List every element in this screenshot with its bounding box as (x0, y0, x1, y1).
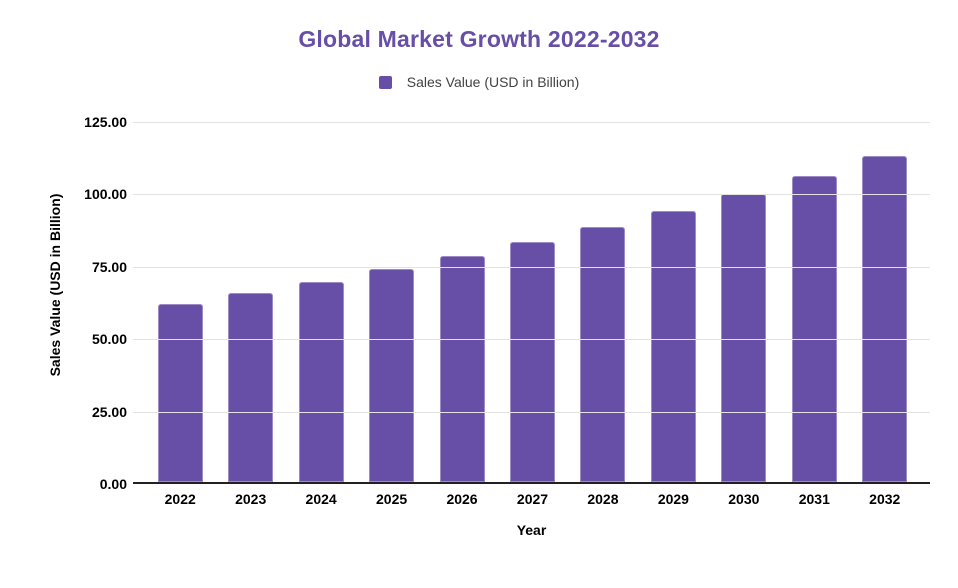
legend: Sales Value (USD in Billion) (0, 74, 958, 90)
gridline (133, 194, 930, 196)
y-tick-label: 100.00 (84, 186, 127, 203)
x-tick-label: 2026 (446, 491, 478, 507)
x-tick-label: 2030 (728, 491, 760, 507)
gridline (133, 266, 930, 268)
bar-2025[interactable] (369, 268, 415, 482)
bar-2030[interactable] (721, 193, 767, 482)
y-axis-title: Sales Value (USD in Billion) (47, 193, 63, 377)
y-tick-label: 0.00 (99, 476, 127, 492)
y-tick-label: 50.00 (91, 331, 127, 348)
bar-band (356, 122, 426, 482)
bar-2031[interactable] (791, 175, 837, 482)
x-tick-label: 2029 (657, 491, 689, 507)
legend-label: Sales Value (USD in Billion) (406, 74, 580, 90)
bar-band (215, 122, 285, 482)
bar-band (568, 122, 638, 482)
x-tick-label: 2032 (869, 491, 901, 507)
bar-2029[interactable] (650, 210, 696, 482)
bar-band (497, 122, 567, 482)
bar-band (779, 122, 849, 482)
x-tick-label: 2024 (305, 491, 337, 507)
y-tick-label: 75.00 (91, 258, 127, 275)
bar-band (145, 122, 215, 482)
x-axis-title: Year (516, 522, 547, 538)
y-tick-label: 25.00 (91, 403, 127, 420)
x-tick-label: 2028 (587, 491, 619, 507)
x-tick-labels: 2022 2023 2024 2025 2026 2027 2028 2029 2030 2031… (145, 491, 920, 507)
plot-area (133, 122, 930, 484)
bars-row (145, 122, 920, 482)
bar-2024[interactable] (298, 281, 344, 482)
x-axis-line (133, 482, 930, 484)
bar-2032[interactable] (862, 156, 908, 482)
bar-2026[interactable] (439, 255, 485, 482)
y-tick-label: 125.00 (84, 114, 127, 130)
bar-band (286, 122, 356, 482)
bar-2023[interactable] (228, 293, 274, 482)
x-tick-label: 2023 (235, 491, 267, 507)
bar-band (638, 122, 708, 482)
bar-2022[interactable] (157, 304, 203, 482)
bar-band (427, 122, 497, 482)
bar-2027[interactable] (509, 241, 555, 482)
x-tick-label: 2027 (516, 491, 549, 507)
chart-title: Global Market Growth 2022-2032 (298, 26, 660, 52)
legend-swatch-icon (378, 75, 392, 89)
x-tick-label: 2025 (376, 491, 408, 507)
bar-band (709, 122, 779, 482)
bar-band (850, 122, 920, 482)
gridline (133, 339, 930, 341)
gridline (133, 411, 930, 413)
bar-2028[interactable] (580, 226, 626, 482)
gridline (133, 122, 930, 123)
x-tick-label: 2022 (164, 491, 196, 507)
x-tick-label: 2031 (798, 491, 830, 507)
